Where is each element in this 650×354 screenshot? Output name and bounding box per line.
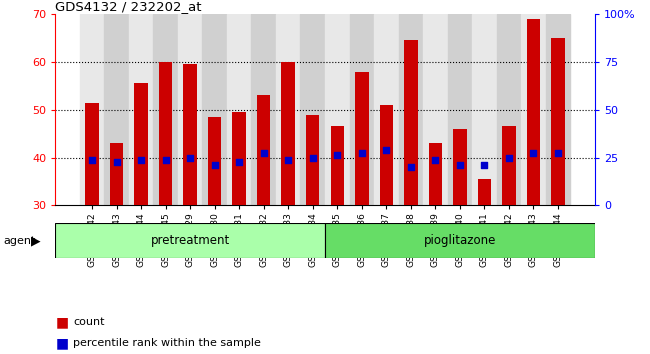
Bar <box>80 14 104 205</box>
Bar <box>202 14 227 205</box>
Point <box>357 150 367 156</box>
Bar <box>178 14 202 205</box>
Bar <box>85 103 99 205</box>
Point <box>111 159 122 165</box>
Bar <box>129 14 153 205</box>
Bar <box>276 14 300 205</box>
Point <box>430 157 441 163</box>
Bar <box>355 72 369 205</box>
Bar <box>281 62 295 205</box>
Bar <box>478 179 491 205</box>
Bar <box>350 14 374 205</box>
Bar <box>233 112 246 205</box>
Bar <box>227 14 252 205</box>
Bar <box>330 126 344 205</box>
Text: agent: agent <box>3 236 36 246</box>
Bar <box>453 129 467 205</box>
Bar <box>325 223 595 258</box>
Bar <box>306 115 320 205</box>
Point <box>307 155 318 160</box>
Bar <box>398 14 423 205</box>
Bar <box>423 14 448 205</box>
Bar <box>551 38 565 205</box>
Text: ▶: ▶ <box>31 234 41 247</box>
Bar <box>55 223 325 258</box>
Point <box>455 162 465 167</box>
Bar <box>257 96 270 205</box>
Bar <box>546 14 570 205</box>
Bar <box>497 14 521 205</box>
Bar <box>526 19 540 205</box>
Point <box>234 159 244 165</box>
Text: percentile rank within the sample: percentile rank within the sample <box>73 338 261 348</box>
Text: ■: ■ <box>55 336 68 350</box>
Bar <box>110 143 124 205</box>
Point <box>332 152 343 158</box>
Point <box>185 155 195 160</box>
Bar <box>325 14 350 205</box>
Bar <box>104 14 129 205</box>
Point <box>552 150 563 156</box>
Bar <box>374 14 398 205</box>
Text: count: count <box>73 317 105 327</box>
Bar <box>159 62 172 205</box>
Bar <box>502 126 515 205</box>
Point <box>406 164 416 170</box>
Point <box>479 162 489 167</box>
Bar <box>153 14 178 205</box>
Point <box>381 148 391 153</box>
Text: pretreatment: pretreatment <box>151 234 229 247</box>
Text: GDS4132 / 232202_at: GDS4132 / 232202_at <box>55 0 201 13</box>
Bar <box>380 105 393 205</box>
Point <box>504 155 514 160</box>
Point <box>136 157 146 163</box>
Bar <box>404 40 417 205</box>
Point <box>209 162 220 167</box>
Bar <box>135 84 148 205</box>
Text: pioglitazone: pioglitazone <box>424 234 496 247</box>
Point <box>283 157 293 163</box>
Point <box>259 150 269 156</box>
Bar <box>428 143 442 205</box>
Text: ■: ■ <box>55 315 68 329</box>
Point <box>528 150 539 156</box>
Bar <box>300 14 325 205</box>
Point <box>161 157 171 163</box>
Bar <box>252 14 276 205</box>
Bar <box>472 14 497 205</box>
Bar <box>183 64 197 205</box>
Point <box>87 157 98 163</box>
Bar <box>208 117 222 205</box>
Bar <box>521 14 546 205</box>
Bar <box>448 14 472 205</box>
